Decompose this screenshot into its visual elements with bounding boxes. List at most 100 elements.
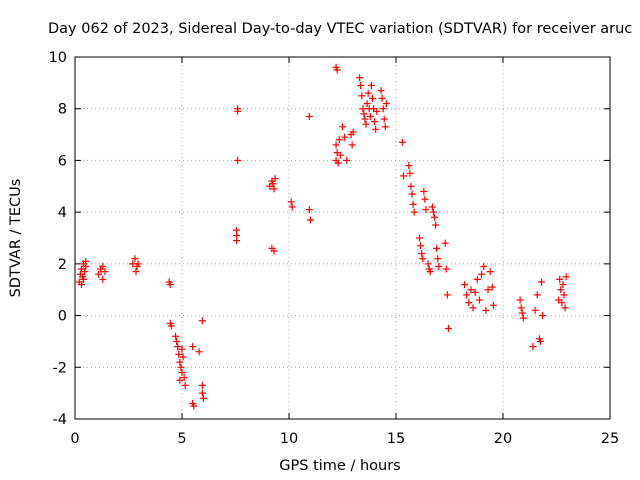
data-point [131, 255, 139, 263]
data-point [233, 237, 241, 245]
data-point [367, 81, 375, 89]
data-point [405, 162, 413, 170]
data-point [175, 350, 183, 358]
data-point [176, 358, 184, 366]
data-point [484, 286, 492, 294]
data-point [81, 268, 89, 276]
data-point [99, 262, 107, 270]
data-point [558, 299, 566, 307]
data-point [467, 286, 475, 294]
data-point [443, 291, 451, 299]
x-tick-label: 20 [494, 431, 512, 447]
data-point [465, 299, 473, 307]
data-point [180, 374, 188, 382]
data-point [172, 332, 180, 340]
x-tick-label: 25 [601, 431, 619, 447]
data-point [378, 94, 386, 102]
data-point [174, 343, 182, 351]
data-point [195, 348, 203, 356]
data-point [177, 363, 185, 371]
data-point [359, 105, 367, 113]
data-point [444, 325, 452, 332]
data-point [305, 206, 313, 214]
y-tick-label: 2 [58, 257, 67, 273]
data-points [75, 63, 570, 410]
data-point [424, 260, 432, 268]
data-point [418, 250, 426, 258]
data-point [562, 273, 570, 281]
data-point [178, 368, 186, 376]
data-point [339, 123, 346, 131]
data-point [473, 275, 481, 283]
data-point [287, 198, 295, 206]
data-point [199, 394, 207, 402]
data-point [409, 200, 417, 208]
data-point [486, 268, 494, 276]
data-point [99, 275, 107, 283]
data-point [519, 314, 527, 322]
data-point [380, 115, 388, 123]
data-point [475, 296, 483, 304]
data-point [431, 213, 439, 221]
x-tick-label: 10 [280, 431, 298, 447]
data-point [463, 291, 471, 299]
data-point [429, 208, 437, 216]
grid-lines [75, 57, 610, 419]
data-point [332, 141, 340, 149]
data-point [166, 281, 174, 289]
data-point [358, 92, 366, 100]
data-point [417, 242, 425, 250]
data-point [559, 281, 567, 289]
data-point [288, 203, 296, 211]
y-tick-label: 10 [49, 50, 67, 66]
x-tick-label: 5 [177, 431, 186, 447]
data-point [488, 283, 496, 291]
data-point [556, 275, 564, 283]
data-point [407, 182, 415, 190]
data-point [306, 216, 314, 224]
y-tick-label: 6 [58, 153, 67, 169]
data-point [435, 262, 443, 270]
data-point [198, 317, 206, 325]
data-point [305, 112, 313, 120]
data-point [270, 185, 278, 193]
data-point [557, 286, 565, 294]
data-point [271, 175, 279, 183]
chart-title: Day 062 of 2023, Sidereal Day-to-day VTE… [48, 21, 632, 37]
data-point [82, 257, 90, 265]
data-point [421, 195, 429, 203]
data-point [381, 123, 389, 131]
y-tick-label: -2 [53, 360, 67, 376]
data-point [357, 81, 365, 89]
data-point [167, 322, 175, 330]
data-point [189, 343, 197, 351]
y-axis-label: SDTVAR / TECUs [8, 179, 24, 298]
y-tick-label: 4 [58, 205, 67, 221]
data-point [362, 120, 370, 128]
data-point [363, 100, 371, 108]
data-point [368, 94, 376, 102]
data-point [516, 296, 524, 304]
data-point [410, 208, 418, 216]
data-point [360, 110, 368, 118]
data-point [343, 156, 351, 164]
data-point [539, 312, 547, 320]
data-point [95, 270, 103, 278]
data-point [336, 151, 344, 159]
data-point [173, 337, 181, 345]
data-point [361, 115, 369, 123]
data-point [428, 203, 436, 211]
data-point [234, 156, 242, 164]
data-point [536, 337, 544, 345]
data-point [373, 107, 381, 115]
data-point [181, 381, 189, 389]
data-point [517, 304, 525, 312]
data-point [529, 343, 537, 351]
data-point [432, 221, 440, 229]
data-point [371, 118, 379, 126]
data-point [482, 306, 490, 314]
data-point [480, 262, 488, 270]
data-point [179, 353, 187, 361]
data-point [334, 159, 342, 167]
